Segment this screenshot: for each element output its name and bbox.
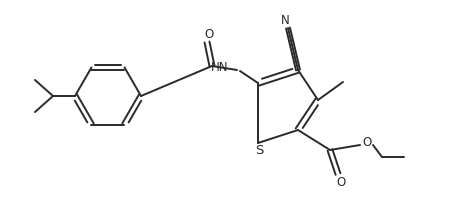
- Text: O: O: [204, 28, 213, 41]
- Text: N: N: [280, 13, 289, 27]
- Text: HN: HN: [210, 61, 228, 73]
- Text: O: O: [362, 135, 371, 148]
- Text: S: S: [254, 145, 263, 157]
- Text: O: O: [336, 175, 345, 188]
